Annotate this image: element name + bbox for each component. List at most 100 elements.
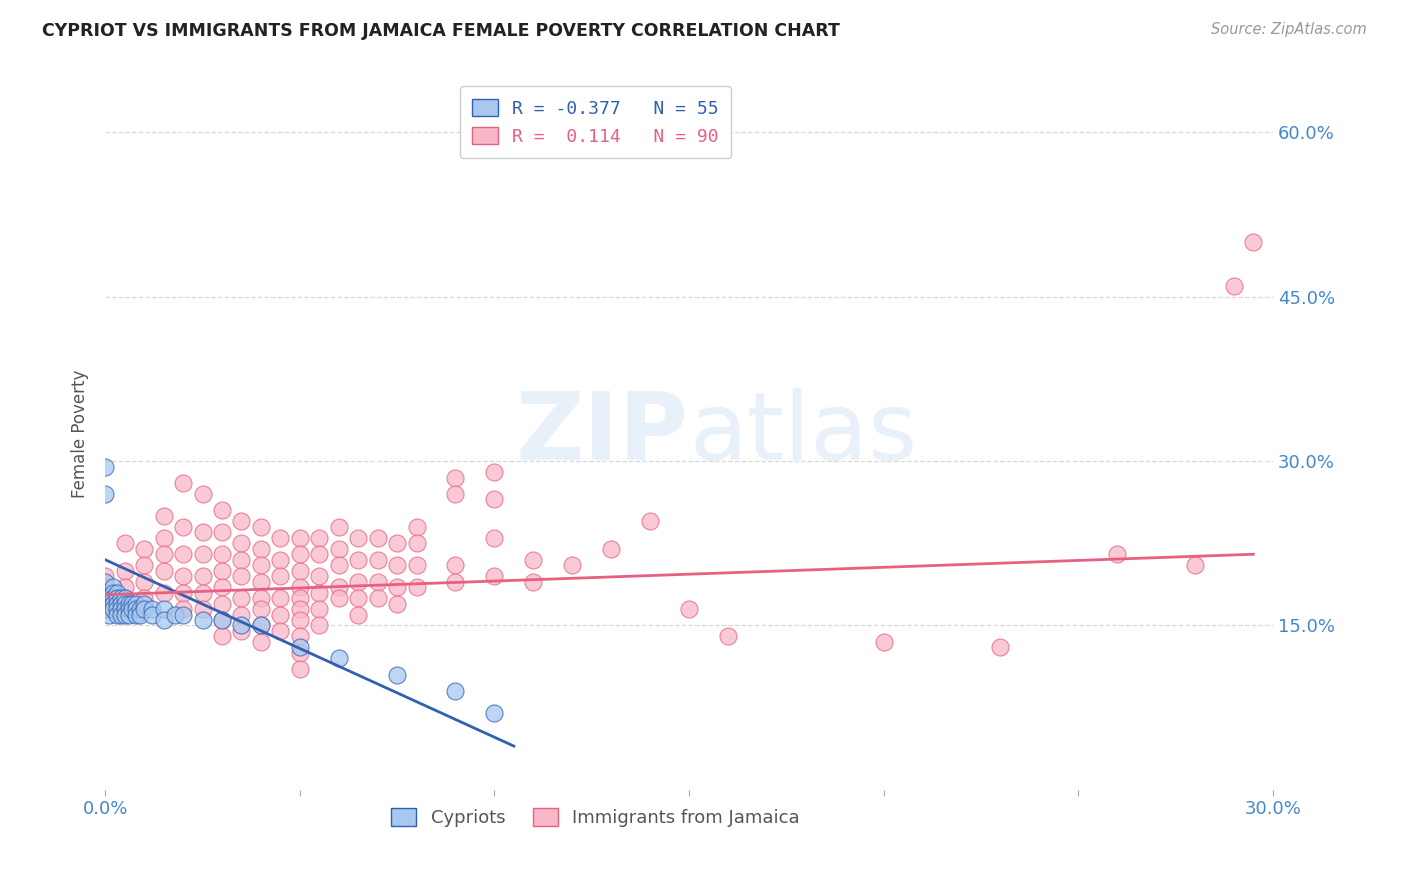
- Point: [98, 597, 121, 611]
- Point: [172, 520, 194, 534]
- Point: [134, 591, 156, 606]
- Point: [1184, 558, 1206, 573]
- Point: [288, 640, 311, 655]
- Point: [94, 580, 117, 594]
- Y-axis label: Female Poverty: Female Poverty: [72, 369, 89, 498]
- Point: [94, 574, 117, 589]
- Point: [141, 602, 163, 616]
- Point: [98, 591, 121, 606]
- Point: [269, 553, 291, 567]
- Point: [191, 525, 214, 540]
- Point: [152, 508, 174, 523]
- Point: [308, 618, 330, 632]
- Point: [288, 662, 311, 676]
- Point: [211, 613, 233, 627]
- Point: [385, 597, 408, 611]
- Point: [211, 503, 233, 517]
- Point: [172, 475, 194, 490]
- Point: [110, 602, 132, 616]
- Point: [231, 618, 253, 632]
- Point: [269, 531, 291, 545]
- Point: [347, 591, 370, 606]
- Point: [328, 558, 350, 573]
- Point: [110, 597, 132, 611]
- Point: [269, 591, 291, 606]
- Point: [134, 558, 156, 573]
- Point: [114, 564, 136, 578]
- Point: [444, 684, 467, 698]
- Point: [105, 585, 128, 599]
- Point: [114, 580, 136, 594]
- Point: [444, 574, 467, 589]
- Point: [250, 574, 273, 589]
- Point: [172, 607, 194, 622]
- Point: [117, 602, 139, 616]
- Point: [385, 580, 408, 594]
- Text: ZIP: ZIP: [516, 388, 689, 480]
- Point: [347, 553, 370, 567]
- Point: [561, 558, 583, 573]
- Point: [117, 607, 139, 622]
- Point: [988, 640, 1011, 655]
- Point: [152, 602, 174, 616]
- Point: [129, 602, 152, 616]
- Point: [269, 624, 291, 638]
- Point: [347, 531, 370, 545]
- Point: [134, 602, 156, 616]
- Point: [308, 531, 330, 545]
- Point: [269, 607, 291, 622]
- Point: [191, 569, 214, 583]
- Point: [105, 607, 128, 622]
- Point: [1107, 547, 1129, 561]
- Point: [152, 613, 174, 627]
- Point: [165, 607, 187, 622]
- Point: [231, 553, 253, 567]
- Point: [114, 591, 136, 606]
- Point: [678, 602, 700, 616]
- Point: [288, 630, 311, 644]
- Point: [211, 525, 233, 540]
- Legend: Cypriots, Immigrants from Jamaica: Cypriots, Immigrants from Jamaica: [384, 801, 807, 834]
- Point: [308, 602, 330, 616]
- Point: [94, 591, 117, 606]
- Point: [105, 597, 128, 611]
- Point: [191, 547, 214, 561]
- Point: [385, 536, 408, 550]
- Point: [288, 613, 311, 627]
- Point: [105, 591, 128, 606]
- Point: [1223, 278, 1246, 293]
- Point: [211, 613, 233, 627]
- Point: [250, 520, 273, 534]
- Point: [231, 624, 253, 638]
- Point: [250, 618, 273, 632]
- Point: [250, 558, 273, 573]
- Point: [308, 569, 330, 583]
- Point: [231, 536, 253, 550]
- Point: [152, 531, 174, 545]
- Point: [288, 591, 311, 606]
- Point: [367, 553, 389, 567]
- Point: [308, 585, 330, 599]
- Point: [250, 591, 273, 606]
- Point: [405, 580, 427, 594]
- Point: [367, 591, 389, 606]
- Point: [288, 646, 311, 660]
- Point: [191, 487, 214, 501]
- Point: [367, 531, 389, 545]
- Point: [444, 558, 467, 573]
- Point: [717, 630, 740, 644]
- Point: [114, 597, 136, 611]
- Point: [328, 541, 350, 556]
- Point: [484, 465, 506, 479]
- Point: [484, 492, 506, 507]
- Point: [125, 607, 148, 622]
- Point: [328, 651, 350, 665]
- Point: [269, 569, 291, 583]
- Point: [288, 531, 311, 545]
- Text: Source: ZipAtlas.com: Source: ZipAtlas.com: [1211, 22, 1367, 37]
- Point: [444, 470, 467, 484]
- Point: [114, 607, 136, 622]
- Point: [98, 602, 121, 616]
- Point: [484, 531, 506, 545]
- Point: [347, 607, 370, 622]
